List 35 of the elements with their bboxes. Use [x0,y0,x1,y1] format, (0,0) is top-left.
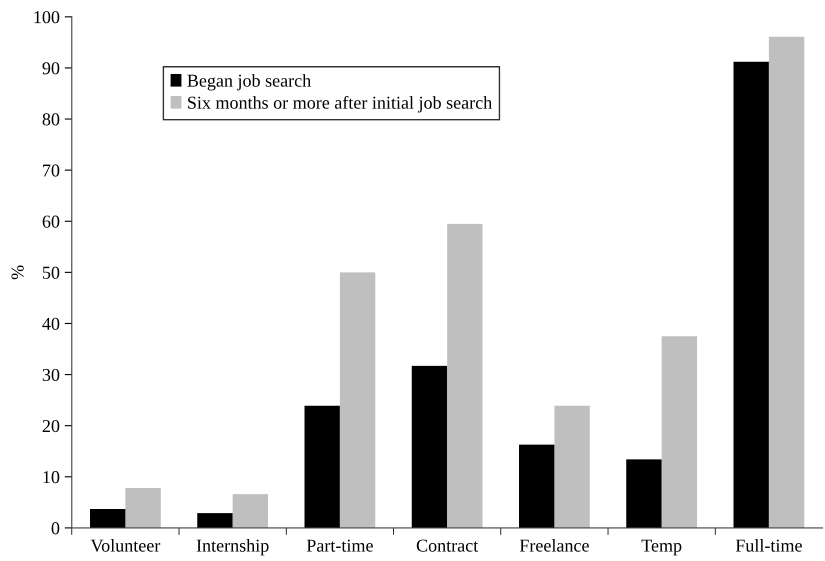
y-tick-label: 60 [42,216,60,228]
bar [626,459,662,528]
x-tick-label: Full-time [736,539,802,552]
legend-label: Six months or more after initial job search [188,96,492,112]
bar [412,366,448,528]
bar [304,406,340,528]
bar [232,494,268,528]
y-tick-label: 0 [52,522,60,534]
x-tick-label: Contract [416,540,478,552]
bar [447,224,483,528]
y-tick-label: 80 [42,113,60,126]
bar [125,488,161,528]
x-tick-label: Volunteer [90,539,160,552]
bar [90,508,126,528]
y-tick-label: 50 [42,266,60,279]
x-tick-label: Temp [642,540,682,556]
bar [197,513,233,528]
y-tick-label: 40 [42,318,60,330]
y-tick-label: 10 [44,471,60,484]
x-tick-label: Internship [196,539,269,556]
x-tick-label: Freelance [520,539,589,552]
y-tick-label: 70 [43,164,60,177]
bar [340,272,376,528]
y-tick-label: 100 [34,11,60,24]
legend-label: Began job search [187,74,311,90]
bar [768,36,804,528]
y-tick-label: 90 [42,62,60,74]
y-axis-title: % [11,265,24,280]
bar [554,406,590,528]
y-tick-label: 20 [42,420,60,432]
bar [734,62,769,528]
x-tick-label: Part-time [306,540,373,552]
bar [519,444,554,528]
y-tick-label: 30 [42,368,60,382]
bar [662,336,698,528]
